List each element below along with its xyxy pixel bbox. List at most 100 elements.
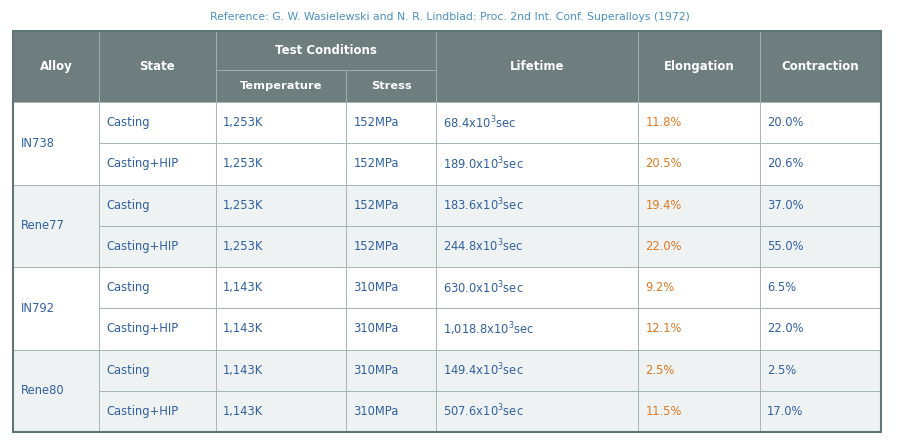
Text: Stress: Stress bbox=[370, 81, 412, 91]
Text: Temperature: Temperature bbox=[240, 81, 322, 91]
Text: Casting+HIP: Casting+HIP bbox=[106, 323, 178, 335]
Bar bbox=[13, 31, 99, 102]
Bar bbox=[99, 226, 216, 267]
Bar bbox=[346, 226, 436, 267]
Text: 244.8x10$^3$sec: 244.8x10$^3$sec bbox=[443, 238, 523, 255]
Bar bbox=[436, 102, 638, 143]
Text: 20.6%: 20.6% bbox=[767, 158, 803, 170]
Bar bbox=[99, 391, 216, 432]
Text: 1,253K: 1,253K bbox=[223, 158, 263, 170]
Text: 9.2%: 9.2% bbox=[645, 281, 674, 294]
Bar bbox=[216, 143, 346, 184]
Text: Casting: Casting bbox=[106, 116, 149, 129]
Bar bbox=[760, 308, 881, 349]
Bar bbox=[760, 267, 881, 308]
Text: 1,143K: 1,143K bbox=[223, 405, 263, 418]
Bar bbox=[13, 102, 99, 184]
Text: 1,253K: 1,253K bbox=[223, 199, 263, 212]
Bar bbox=[13, 226, 99, 267]
Text: Casting: Casting bbox=[106, 199, 149, 212]
Bar bbox=[436, 226, 638, 267]
Bar bbox=[436, 349, 638, 391]
Text: 189.0x10$^3$sec: 189.0x10$^3$sec bbox=[443, 156, 524, 172]
Bar bbox=[216, 226, 346, 267]
Text: 22.0%: 22.0% bbox=[767, 323, 804, 335]
Bar bbox=[346, 308, 436, 349]
Bar bbox=[99, 267, 216, 308]
Bar bbox=[638, 184, 760, 226]
Text: 1,253K: 1,253K bbox=[223, 116, 263, 129]
Bar bbox=[13, 102, 99, 143]
Bar bbox=[346, 143, 436, 184]
Bar bbox=[346, 102, 436, 143]
Text: 183.6x10$^3$sec: 183.6x10$^3$sec bbox=[443, 197, 524, 213]
Text: 20.0%: 20.0% bbox=[767, 116, 803, 129]
Bar bbox=[13, 143, 99, 184]
Bar bbox=[13, 349, 99, 432]
Text: IN792: IN792 bbox=[21, 302, 55, 315]
Bar bbox=[638, 31, 760, 102]
Bar bbox=[346, 184, 436, 226]
Text: Casting+HIP: Casting+HIP bbox=[106, 240, 178, 253]
Text: 6.5%: 6.5% bbox=[767, 281, 796, 294]
Bar bbox=[638, 349, 760, 391]
Bar bbox=[13, 267, 99, 308]
Bar bbox=[13, 349, 99, 391]
Text: 17.0%: 17.0% bbox=[767, 405, 803, 418]
Text: Casting+HIP: Casting+HIP bbox=[106, 158, 178, 170]
Text: Casting: Casting bbox=[106, 281, 149, 294]
Text: 19.4%: 19.4% bbox=[645, 199, 681, 212]
Bar bbox=[216, 308, 346, 349]
Text: Rene77: Rene77 bbox=[21, 219, 65, 232]
Text: 310MPa: 310MPa bbox=[353, 323, 398, 335]
Text: Alloy: Alloy bbox=[40, 60, 73, 73]
Bar bbox=[13, 184, 99, 267]
Text: Test Conditions: Test Conditions bbox=[275, 44, 377, 57]
Bar bbox=[638, 226, 760, 267]
Bar bbox=[346, 349, 436, 391]
Bar bbox=[99, 31, 216, 102]
Bar bbox=[346, 267, 436, 308]
Bar bbox=[760, 143, 881, 184]
Text: 152MPa: 152MPa bbox=[353, 158, 399, 170]
Bar bbox=[216, 184, 346, 226]
Bar bbox=[216, 267, 346, 308]
Bar bbox=[436, 184, 638, 226]
Bar bbox=[638, 308, 760, 349]
Bar bbox=[760, 391, 881, 432]
Text: 2.5%: 2.5% bbox=[767, 364, 797, 377]
Bar bbox=[760, 31, 881, 102]
Text: 310MPa: 310MPa bbox=[353, 405, 398, 418]
Text: 12.1%: 12.1% bbox=[645, 323, 681, 335]
Text: 152MPa: 152MPa bbox=[353, 199, 399, 212]
Bar bbox=[99, 143, 216, 184]
Text: Casting+HIP: Casting+HIP bbox=[106, 405, 178, 418]
Text: Lifetime: Lifetime bbox=[510, 60, 565, 73]
Bar bbox=[436, 143, 638, 184]
Text: 152MPa: 152MPa bbox=[353, 240, 399, 253]
Text: 507.6x10$^3$sec: 507.6x10$^3$sec bbox=[443, 403, 524, 420]
Text: 310MPa: 310MPa bbox=[353, 364, 398, 377]
Bar bbox=[216, 349, 346, 391]
Text: 1,253K: 1,253K bbox=[223, 240, 263, 253]
Bar bbox=[760, 349, 881, 391]
Text: 1,143K: 1,143K bbox=[223, 323, 263, 335]
Bar bbox=[99, 308, 216, 349]
Bar bbox=[436, 31, 638, 102]
Text: State: State bbox=[139, 60, 175, 73]
Bar bbox=[638, 267, 760, 308]
Bar bbox=[760, 102, 881, 143]
Text: 149.4x10$^3$sec: 149.4x10$^3$sec bbox=[443, 362, 524, 378]
Bar bbox=[346, 70, 436, 102]
Bar bbox=[638, 391, 760, 432]
Bar bbox=[346, 391, 436, 432]
Bar bbox=[216, 391, 346, 432]
Text: 310MPa: 310MPa bbox=[353, 281, 398, 294]
Bar bbox=[13, 391, 99, 432]
Bar bbox=[216, 102, 346, 143]
Text: IN738: IN738 bbox=[21, 137, 55, 150]
Text: 55.0%: 55.0% bbox=[767, 240, 804, 253]
Bar bbox=[760, 226, 881, 267]
Text: 1,143K: 1,143K bbox=[223, 281, 263, 294]
Text: 11.8%: 11.8% bbox=[645, 116, 681, 129]
